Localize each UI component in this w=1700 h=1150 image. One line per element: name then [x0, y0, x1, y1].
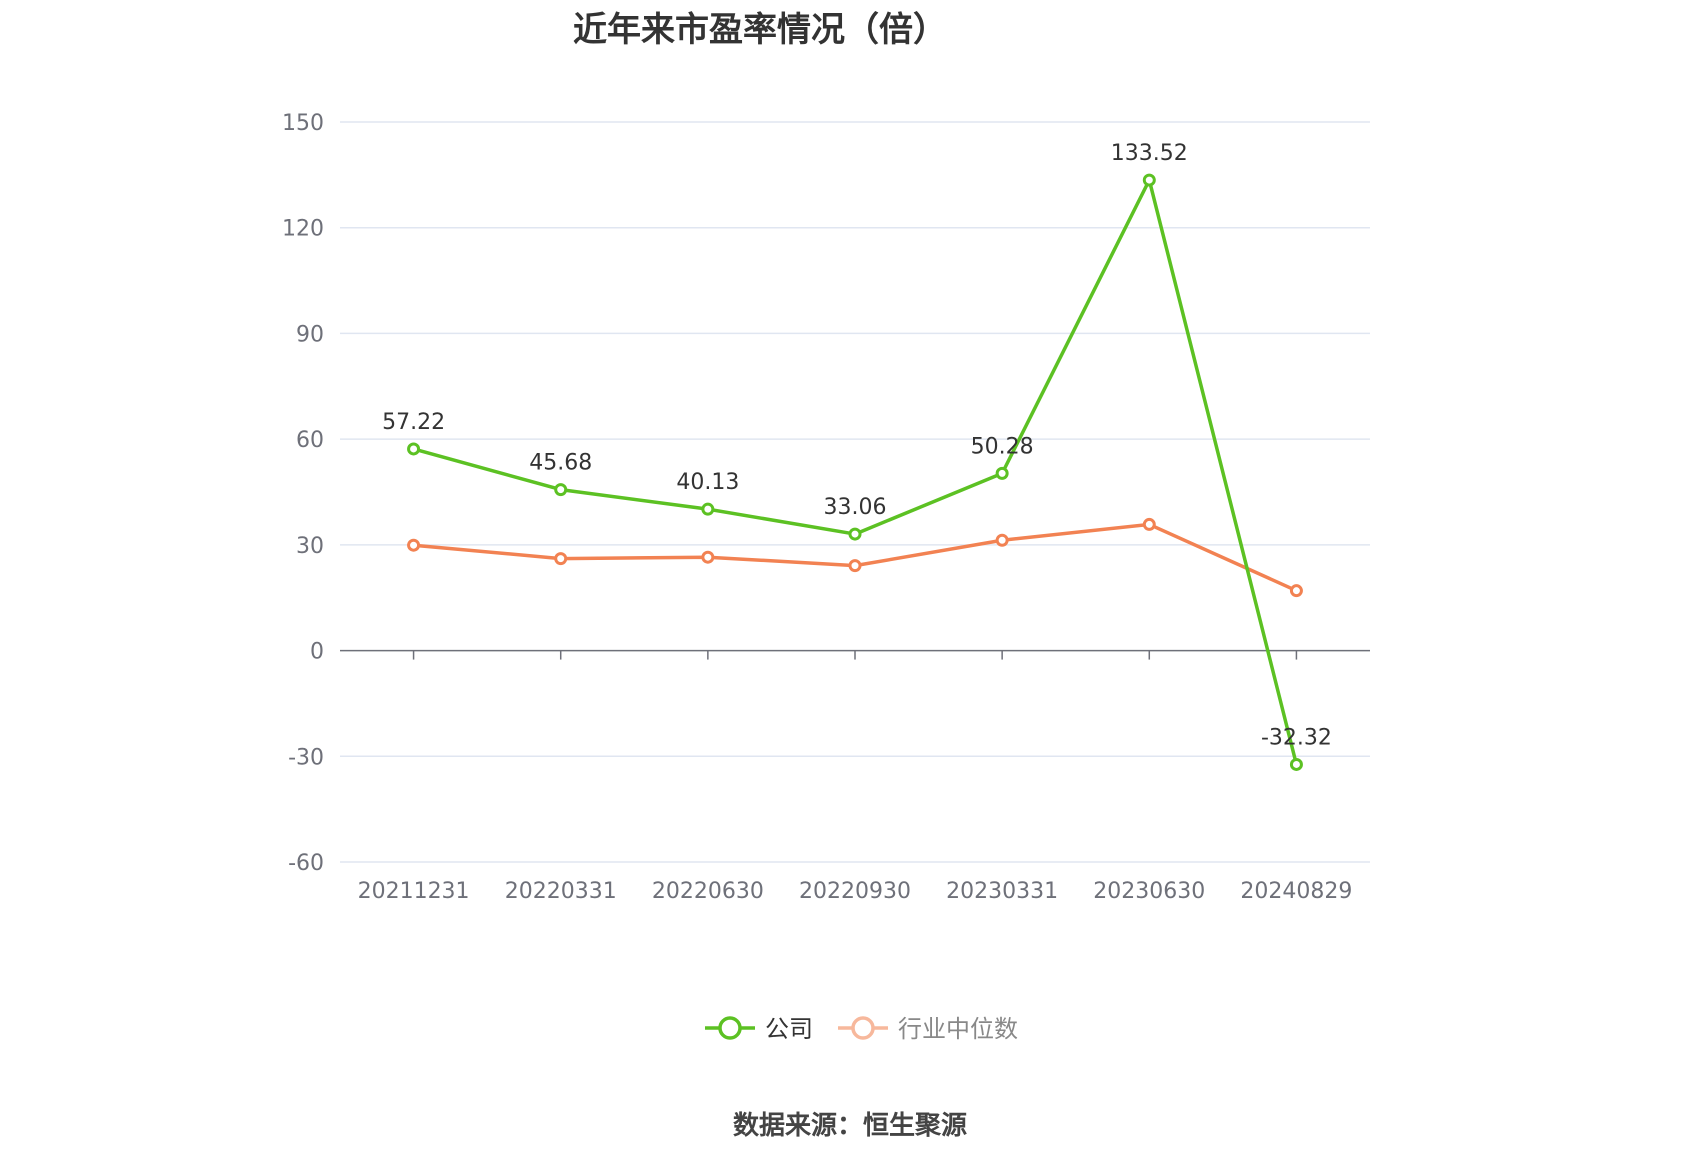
data-point-company [554, 483, 568, 497]
data-point-industry-median [701, 550, 715, 564]
legend-label: 行业中位数 [898, 1015, 1018, 1043]
legend: 公司 行业中位数 [705, 1015, 1018, 1043]
data-label-company: 33.06 [824, 495, 887, 520]
series-layer [407, 173, 1303, 771]
x-tick-label: 20220630 [652, 879, 764, 904]
x-tick-label: 20211231 [358, 879, 470, 904]
x-tick-label: 20220331 [505, 879, 617, 904]
label-layer: 57.22 45.68 40.13 33.06 50.28 133.52 -32.32 [382, 141, 1332, 750]
x-tick-label: 20230630 [1093, 879, 1205, 904]
x-tick-label: 20240829 [1240, 879, 1352, 904]
grid-layer [340, 121, 1370, 863]
data-label-company: 57.22 [382, 410, 445, 435]
data-label-company: 45.68 [529, 451, 592, 476]
data-source-note: 数据来源：恒生聚源 [732, 1111, 967, 1141]
y-tick-label: 120 [282, 217, 324, 242]
data-point-industry-median [995, 533, 1009, 547]
data-point-industry-median [407, 538, 421, 552]
y-tick-label: 90 [296, 322, 324, 347]
legend-label: 公司 [765, 1015, 813, 1043]
data-point-industry-median [554, 552, 568, 566]
legend-marker [718, 1016, 742, 1040]
data-point-company [995, 466, 1009, 480]
data-point-industry-median [1142, 517, 1156, 531]
y-tick-label: 30 [296, 534, 324, 559]
legend-marker [851, 1016, 875, 1040]
y-tick-label: 0 [310, 640, 324, 665]
data-point-company [1142, 173, 1156, 187]
data-point-company [701, 502, 715, 516]
data-label-company: -32.32 [1261, 725, 1332, 750]
y-tick-label: 60 [296, 428, 324, 453]
axis-layer: -60 -30 0 30 60 90 120 150 20211231 20220331 20220… [282, 111, 1370, 904]
legend-item-company: 公司 [705, 1015, 813, 1043]
y-tick-label: -30 [288, 745, 324, 770]
data-label-company: 50.28 [971, 434, 1034, 459]
data-point-company [407, 442, 421, 456]
x-tick-label: 20230331 [946, 879, 1058, 904]
chart-title: 近年来市盈率情况（倍） [573, 10, 947, 50]
data-point-company [1289, 757, 1303, 771]
data-point-company [848, 527, 862, 541]
data-label-company: 40.13 [676, 470, 739, 495]
data-point-industry-median [848, 559, 862, 573]
data-label-company: 133.52 [1111, 141, 1188, 166]
data-point-industry-median [1289, 584, 1303, 598]
x-tick-label: 20220930 [799, 879, 911, 904]
y-tick-label: -60 [288, 851, 324, 876]
y-tick-label: 150 [282, 111, 324, 136]
legend-item-industry-median: 行业中位数 [838, 1015, 1018, 1043]
